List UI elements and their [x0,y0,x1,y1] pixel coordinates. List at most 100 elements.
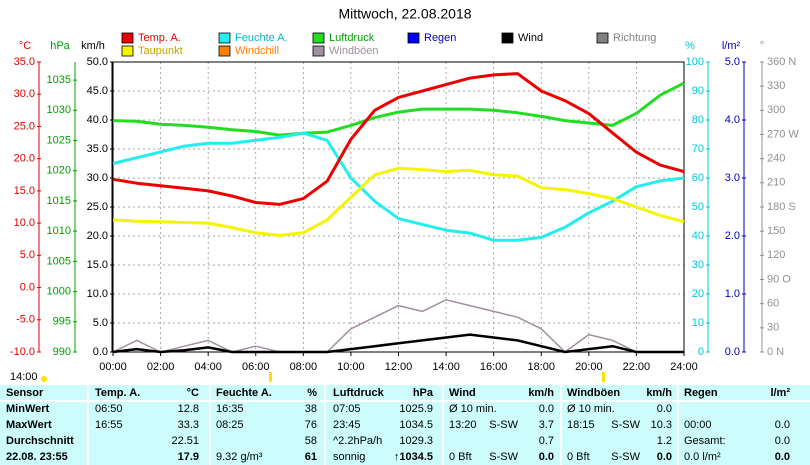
table-cell: 07:05 [333,403,361,415]
y-tick-label: 360 N [767,56,796,68]
table-cell: 0 Bft [567,451,590,463]
legend-label: Windböen [329,45,379,57]
y-tick-label: 1025 [47,134,71,146]
x-tick-label: 04:00 [194,361,222,373]
table-cell: 08:25 [216,419,244,431]
y-tick-label: 20.0 [87,230,108,242]
table-cell: 0.0 [775,435,790,447]
y-tick-label: 180 S [767,201,796,213]
table-cell: km/h [646,387,672,399]
sunrise-marker [269,372,272,382]
y-tick-label: 5.0 [725,56,740,68]
table-cell: 76 [305,419,317,431]
legend-swatch [312,45,325,57]
x-tick-label: 24:00 [670,361,698,373]
table-cell: 1034.5 [399,419,433,431]
y-tick-label: 0 [698,346,704,358]
x-tick-label: 12:00 [385,361,413,373]
y-tick-label: 90 [692,85,704,97]
legend-label: Temp. A. [138,32,181,44]
y-tick-label: 20.0 [14,153,35,165]
y-tick-label: 240 [767,153,785,165]
y-tick-label: 3.0 [725,172,740,184]
legend-swatch [121,45,134,57]
table-cell: 0.0 [775,451,790,463]
legend-swatch [312,32,325,44]
y-tick-label: 0.0 [93,346,108,358]
axis-title: ° [760,40,764,52]
table-bg [0,385,810,465]
y-tick-label: 0 N [767,346,784,358]
table-cell: MinWert [6,403,50,415]
y-tick-label: 50 [692,201,704,213]
series-line [112,166,685,237]
table-cell: 16:35 [216,403,244,415]
table-cell: MaxWert [6,419,52,431]
legend-swatch [218,32,231,44]
table-cell: 10.3 [651,419,672,431]
y-tick-label: 2.0 [725,230,740,242]
y-tick-label: 20 [692,288,704,300]
table-cell: Ø 10 min. [449,403,497,415]
table-cell: Luftdruck [333,387,385,399]
x-tick-label: 10:00 [337,361,365,373]
y-tick-label: 100 [686,56,704,68]
y-tick-label: 1005 [47,255,71,267]
table-cell: 1.2 [657,435,672,447]
table-cell: S-SW [611,419,640,431]
table-cell: 22.08. 23:55 [6,451,68,463]
table-cell: sonnig [333,451,365,463]
y-tick-label: 70 [692,143,704,155]
axis-title: l/m² [722,40,741,52]
legend-label: Feuchte A. [235,32,288,44]
x-tick-label: 20:00 [575,361,603,373]
x-tick-label: 02:00 [147,361,175,373]
table-cell: 38 [305,403,317,415]
table-cell: 9.32 g/m³ [216,451,263,463]
table-cell: hPa [413,387,434,399]
y-tick-label: 5.0 [20,249,35,261]
table-cell: Sensor [6,387,44,399]
y-tick-label: 30.0 [87,172,108,184]
series-line [112,81,685,137]
chart-title: Mittwoch, 22.08.2018 [338,6,471,22]
y-tick-label: -10.0 [10,346,35,358]
y-tick-label: 1.0 [725,288,740,300]
y-tick-label: 10 [692,317,704,329]
series-line [112,72,685,206]
x-tick-label: 18:00 [527,361,555,373]
legend-swatch [596,32,609,44]
table-cell: 12.8 [178,403,199,415]
table-cell: 0.7 [539,435,554,447]
table-cell: 23:45 [333,419,361,431]
table-cell: l/m² [770,387,790,399]
y-tick-label: 0.0 [20,281,35,293]
table-cell: 61 [305,451,317,463]
y-tick-label: 50.0 [87,56,108,68]
table-cell: 3.7 [539,419,554,431]
table-cell: 18:15 [567,419,595,431]
series-line [112,131,685,242]
y-tick-label: 35.0 [14,56,35,68]
legend-swatch [121,32,134,44]
y-tick-label: 10.0 [14,217,35,229]
table-cell: 13:20 [449,419,477,431]
table-cell: 06:50 [95,403,123,415]
table-cell: 0 Bft [449,451,472,463]
table-cell: km/h [528,387,554,399]
y-tick-label: 1000 [47,285,71,297]
table-cell: Temp. A. [95,387,140,399]
x-tick-label: 06:00 [242,361,270,373]
y-tick-label: 40 [692,230,704,242]
table-cell: Wind [449,387,476,399]
table-cell: 0.0 [539,403,554,415]
y-tick-label: 330 [767,80,785,92]
y-tick-label: 15.0 [14,185,35,197]
y-tick-label: 5.0 [93,317,108,329]
x-tick-label: 22:00 [623,361,651,373]
y-tick-label: 25.0 [14,120,35,132]
table-cell: 0.0 [539,451,554,463]
y-tick-label: 30.0 [14,88,35,100]
series-line [112,299,684,353]
y-tick-label: -5.0 [16,314,35,326]
